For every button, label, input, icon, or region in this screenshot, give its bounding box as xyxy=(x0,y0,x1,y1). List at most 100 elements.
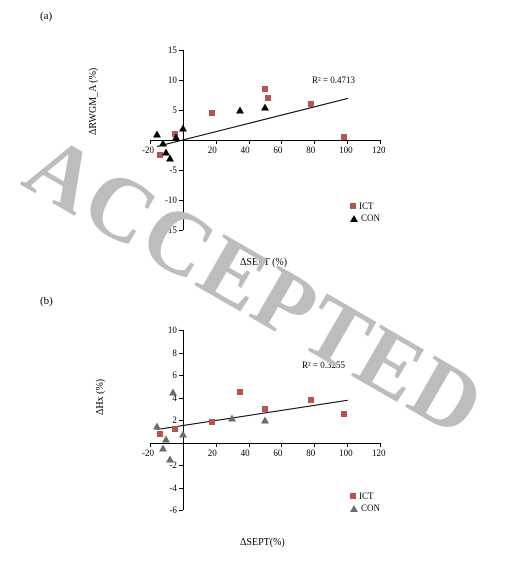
legend-ict-b: ICT xyxy=(350,491,380,501)
x-tick xyxy=(347,443,348,447)
y-tick-label: -15 xyxy=(157,225,177,235)
data-point xyxy=(179,125,187,132)
y-tick xyxy=(179,50,183,51)
x-tick-label: -20 xyxy=(142,145,154,155)
x-tick xyxy=(216,443,217,447)
data-point xyxy=(166,155,174,162)
data-point xyxy=(341,134,347,140)
y-tick xyxy=(179,420,183,421)
y-tick-label: 10 xyxy=(157,75,177,85)
x-tick xyxy=(249,443,250,447)
data-point xyxy=(159,140,167,147)
x-tick-label: 100 xyxy=(339,448,353,458)
y-tick xyxy=(179,170,183,171)
x-tick-label: 120 xyxy=(372,145,386,155)
y-tick xyxy=(179,200,183,201)
legend-con-label: CON xyxy=(361,213,380,223)
y-tick xyxy=(179,80,183,81)
x-tick xyxy=(150,443,151,447)
data-point xyxy=(341,411,347,417)
data-point xyxy=(209,110,215,116)
x-tick xyxy=(183,140,184,144)
x-tick-label: 100 xyxy=(339,145,353,155)
x-tick-label: 120 xyxy=(372,448,386,458)
data-point xyxy=(308,397,314,403)
trendline xyxy=(156,400,347,430)
legend-b: ICT CON xyxy=(350,491,380,515)
y-axis xyxy=(183,330,184,510)
data-point xyxy=(153,131,161,138)
y-tick xyxy=(179,488,183,489)
y-tick-label: 5 xyxy=(157,105,177,115)
legend-ict-label: ICT xyxy=(359,491,374,501)
y-tick-label: 15 xyxy=(157,45,177,55)
r2-a: R² = 0.4713 xyxy=(312,75,355,85)
plot-area-b: -2020406080100120-6-4-2246810 xyxy=(150,330,380,510)
y-tick-label: -10 xyxy=(157,195,177,205)
x-tick xyxy=(150,140,151,144)
ylabel-a: ΔRWGM_A (%) xyxy=(88,68,99,135)
x-axis xyxy=(150,140,380,141)
data-point xyxy=(172,426,178,432)
ylabel-b: ΔHx (%) xyxy=(95,379,106,415)
x-tick-label: 60 xyxy=(273,448,282,458)
data-point xyxy=(159,445,167,452)
legend-con-b: CON xyxy=(350,503,380,513)
data-point xyxy=(209,419,215,425)
y-tick-label: -6 xyxy=(157,505,177,515)
legend-con-a: CON xyxy=(350,213,380,223)
data-point xyxy=(153,422,161,429)
data-point xyxy=(162,436,170,443)
y-tick-label: -4 xyxy=(157,483,177,493)
x-tick-label: 60 xyxy=(273,145,282,155)
x-tick xyxy=(249,140,250,144)
x-tick xyxy=(314,443,315,447)
panel-a-label: (a) xyxy=(40,10,52,22)
panel-b-label: (b) xyxy=(40,295,53,307)
y-tick-label: 6 xyxy=(157,370,177,380)
y-tick xyxy=(179,230,183,231)
y-tick-label: -5 xyxy=(157,165,177,175)
x-axis xyxy=(150,443,380,444)
legend-a: ICT CON xyxy=(350,201,380,225)
legend-ict-label: ICT xyxy=(359,201,374,211)
x-tick xyxy=(183,443,184,447)
x-tick xyxy=(380,140,381,144)
square-icon xyxy=(350,203,356,209)
x-tick-label: 20 xyxy=(208,145,217,155)
x-tick-label: 20 xyxy=(208,448,217,458)
y-tick xyxy=(179,398,183,399)
data-point xyxy=(262,406,268,412)
x-tick-label: -20 xyxy=(142,448,154,458)
x-tick xyxy=(281,443,282,447)
y-tick xyxy=(179,353,183,354)
data-point xyxy=(172,134,180,141)
x-tick xyxy=(216,140,217,144)
triangle-icon xyxy=(350,215,358,222)
y-tick xyxy=(179,375,183,376)
x-tick xyxy=(281,140,282,144)
y-tick xyxy=(179,510,183,511)
x-tick xyxy=(347,140,348,144)
y-tick-label: 10 xyxy=(157,325,177,335)
chart-a: -2020406080100120-15-10-551015 ΔSEPT (%)… xyxy=(110,40,400,260)
xlabel-b: ΔSEPT(%) xyxy=(240,537,285,548)
x-tick-label: 40 xyxy=(241,145,250,155)
legend-ict-a: ICT xyxy=(350,201,380,211)
x-tick-label: 80 xyxy=(306,448,315,458)
y-tick xyxy=(179,443,183,444)
data-point xyxy=(265,95,271,101)
data-point xyxy=(236,107,244,114)
x-tick-label: 80 xyxy=(306,145,315,155)
data-point xyxy=(261,417,269,424)
y-tick xyxy=(179,110,183,111)
y-tick xyxy=(179,330,183,331)
data-point xyxy=(169,388,177,395)
x-tick xyxy=(380,443,381,447)
legend-con-label: CON xyxy=(361,503,380,513)
square-icon xyxy=(350,493,356,499)
y-tick xyxy=(179,465,183,466)
data-point xyxy=(308,101,314,107)
data-point xyxy=(166,456,174,463)
r2-b: R² = 0.3255 xyxy=(302,360,345,370)
